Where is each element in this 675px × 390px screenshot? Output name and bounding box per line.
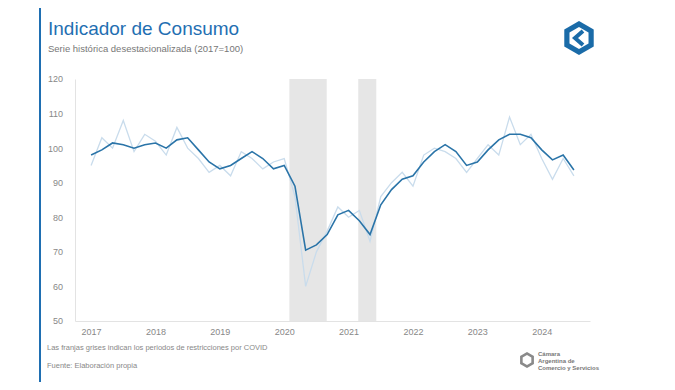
logo-icon — [564, 21, 593, 55]
x-tick: 2022 — [403, 321, 423, 337]
x-tick: 2024 — [532, 321, 552, 337]
y-tick-label: 100 — [48, 144, 63, 154]
subtitle: Serie histórica desestacionalizada (2017… — [48, 43, 243, 54]
x-tick-label: 2020 — [275, 327, 295, 337]
y-tick: 100 — [48, 144, 75, 154]
x-tick-label: 2021 — [339, 327, 359, 337]
y-tick: 60 — [53, 282, 75, 292]
footer-logo-text: Cámara — [538, 351, 561, 357]
x-tick-label: 2019 — [210, 327, 230, 337]
y-tick-label: 80 — [53, 213, 63, 223]
chart: Indicador de Consumo Serie histórica dese… — [0, 0, 675, 390]
plot-area — [91, 79, 574, 321]
logo-chevron — [575, 31, 583, 45]
x-tick-label: 2022 — [403, 327, 423, 337]
x-tick-label: 2018 — [146, 327, 166, 337]
title: Indicador de Consumo — [48, 18, 239, 39]
y-tick: 110 — [49, 109, 75, 119]
series-line — [91, 117, 574, 286]
x-tick-label: 2023 — [468, 327, 488, 337]
y-axis-line — [75, 80, 76, 322]
x-axis: 2017 2018 2019 2020 2021 2022 2023 2024 — [76, 321, 591, 337]
y-tick-label: 120 — [48, 74, 63, 84]
x-tick: 2021 — [339, 321, 359, 337]
x-tick-label: 2017 — [82, 327, 102, 337]
footer-logo-text: Argentina de — [538, 358, 575, 364]
series-line — [91, 134, 574, 250]
y-axis: 50 60 70 80 90 100 110 120 — [48, 74, 76, 326]
logo-hex — [564, 21, 593, 55]
footer-logo-hex-inner — [523, 355, 532, 365]
y-tick-label: 90 — [53, 178, 63, 188]
covid-band — [358, 79, 376, 321]
footer-logo-text: Comercio y Servicios — [538, 365, 600, 371]
y-tick: 120 — [48, 74, 75, 84]
footer-logo — [520, 352, 534, 368]
footer-logo-hex — [520, 352, 534, 368]
y-tick-label: 70 — [53, 247, 63, 257]
logo-hex-inner — [569, 27, 588, 49]
x-tick: 2019 — [210, 321, 230, 337]
note: Las franjas grises indican los periodos … — [47, 343, 268, 352]
x-tick: 2020 — [275, 321, 295, 337]
y-tick-label: 60 — [53, 282, 63, 292]
y-tick-label: 50 — [53, 316, 63, 326]
y-tick: 90 — [53, 178, 75, 188]
y-tick: 70 — [53, 247, 75, 257]
x-tick: 2023 — [468, 321, 488, 337]
x-tick: 2018 — [146, 321, 166, 337]
y-tick-label: 110 — [49, 109, 63, 119]
x-axis-line — [76, 321, 591, 322]
x-tick-label: 2024 — [532, 327, 552, 337]
x-tick: 2017 — [82, 321, 102, 337]
y-tick: 50 — [53, 316, 75, 326]
note: Fuente: Elaboración propia — [47, 361, 138, 370]
y-tick: 80 — [53, 213, 75, 223]
accent-line — [39, 8, 41, 382]
